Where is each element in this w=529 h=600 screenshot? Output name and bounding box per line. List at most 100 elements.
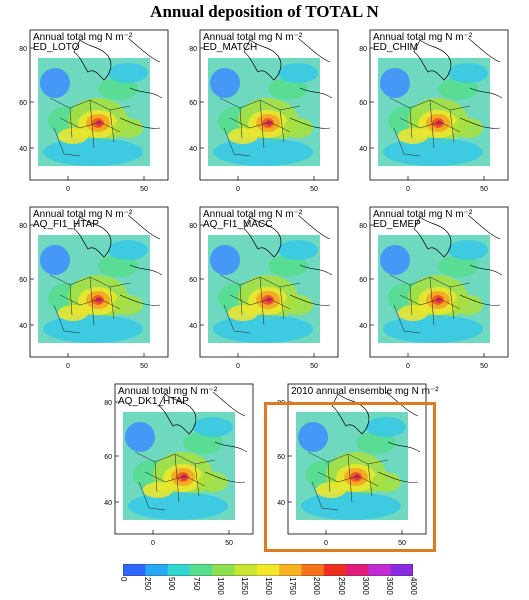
lat-tick-label: 40: [19, 323, 27, 330]
colorbar-tick-label: 4000: [409, 577, 418, 595]
map-figure: 80 60 40 0 50: [19, 29, 169, 193]
lon-tick-label: 50: [310, 186, 318, 193]
lat-tick-label: 40: [359, 146, 367, 153]
colorbar-segment: [234, 564, 258, 576]
colorbar-segment: [212, 564, 236, 576]
panel-caption: Annual total mg N m⁻²: [373, 32, 473, 43]
lat-tick-label: 60: [359, 100, 367, 107]
panel-model-name: ED_CHIM: [373, 42, 419, 53]
lat-tick-label: 40: [189, 146, 197, 153]
lat-tick-label: 60: [189, 100, 197, 107]
lat-tick-label: 60: [359, 277, 367, 284]
panel-caption: Annual total mg N m⁻²: [203, 209, 303, 220]
colorbar-tick-label: 1750: [288, 577, 298, 595]
map-figure: 80 60 40 0 50: [359, 206, 509, 370]
panel-model-name: ED_EMEP: [373, 219, 421, 230]
lon-tick-label: 50: [480, 363, 488, 370]
lat-tick-label: 40: [19, 146, 27, 153]
lon-tick-label: 0: [406, 186, 410, 193]
colorbar-segment: [123, 564, 146, 576]
lat-tick-label: 60: [189, 277, 197, 284]
lon-tick-label: 0: [151, 540, 155, 547]
lat-tick-label: 80: [189, 223, 197, 230]
panel-model-name: AQ_FI1_HTAP: [33, 219, 99, 230]
lon-tick-label: 50: [480, 186, 488, 193]
colorbar-tick-label: 1250: [239, 577, 249, 595]
map-panel-1: 80 60 40 0 50 Annual total mg N m⁻² ED_LOTO: [10, 28, 170, 208]
colorbar-segment: [189, 564, 213, 576]
colorbar-tick-label: 1500: [264, 577, 273, 595]
panel-model-name: AQ_FI1_MACC: [203, 219, 273, 230]
lon-tick-label: 50: [398, 540, 406, 547]
lon-tick-label: 50: [225, 540, 233, 547]
map-figure: 80 60 40 0 50: [19, 206, 169, 370]
map-panel-6: 80 60 40 0 50 Annual total mg N m⁻² ED_EMEP: [350, 205, 510, 385]
colorbar-segment: [256, 564, 280, 576]
lat-tick-label: 40: [277, 500, 285, 507]
lon-tick-label: 50: [140, 186, 148, 193]
colorbar-tick-label: 1000: [215, 577, 225, 595]
lon-tick-label: 0: [66, 186, 70, 193]
lat-tick-label: 40: [189, 323, 197, 330]
panel-model-name: AQ_DK1_HTAP: [118, 396, 189, 407]
colorbar-segment: [279, 564, 302, 576]
lon-tick-label: 50: [140, 363, 148, 370]
map-panel-5: 80 60 40 0 50 Annual total mg N m⁻² AQ_FI1_MAC…: [180, 205, 340, 385]
panel-model-name: ED_MATCH: [203, 42, 258, 53]
map-figure: 80 60 40 0 50: [189, 206, 339, 370]
lon-tick-label: 0: [66, 363, 70, 370]
lat-tick-label: 40: [359, 323, 367, 330]
lon-tick-label: 0: [324, 540, 328, 547]
map-figure: 80 60 40 0 50: [359, 29, 509, 193]
map-panel-7: 80 60 40 0 50 Annual total mg N m⁻² AQ_DK1_HTA…: [95, 382, 255, 562]
lat-tick-label: 60: [104, 454, 112, 461]
ensemble-highlight-frame: [264, 402, 436, 552]
map-panel-8: 80 60 40 0 50 2010 annual ensemble mg N m⁻²: [268, 382, 439, 562]
colorbar-tick-label: 500: [167, 577, 177, 591]
map-panel-2: 80 60 40 0 50 Annual total mg N m⁻² ED_MATCH: [180, 28, 340, 208]
colorbar-tick-label: 750: [191, 577, 201, 591]
map-figure: 80 60 40 0 50: [104, 383, 254, 547]
colorbar-segment: [301, 564, 325, 576]
lat-tick-label: 80: [189, 46, 197, 53]
panel-caption: Annual total mg N m⁻²: [118, 386, 218, 397]
colorbar-segment: [346, 564, 369, 576]
lon-tick-label: 0: [236, 186, 240, 193]
panel-model-name: ED_LOTO: [33, 42, 80, 53]
page-title: Annual deposition of TOTAL N: [150, 2, 379, 21]
lat-tick-label: 60: [19, 277, 27, 284]
lat-tick-label: 80: [359, 46, 367, 53]
panel-caption: 2010 annual ensemble mg N m⁻²: [291, 386, 439, 397]
colorbar-tick-label: 0: [119, 577, 128, 582]
lat-tick-label: 80: [359, 223, 367, 230]
colorbar-segment: [323, 564, 347, 576]
lat-tick-label: 60: [277, 454, 285, 461]
lat-tick-label: 60: [19, 100, 27, 107]
lat-tick-label: 80: [19, 46, 27, 53]
lon-tick-label: 0: [236, 363, 240, 370]
panel-caption: Annual total mg N m⁻²: [33, 32, 133, 43]
colorbar-tick-label: 250: [143, 577, 153, 591]
map-panel-3: 80 60 40 0 50 Annual total mg N m⁻² ED_CHIM: [350, 28, 510, 208]
colorbar-segment: [368, 564, 392, 576]
lon-tick-label: 0: [406, 363, 410, 370]
panel-caption: Annual total mg N m⁻²: [33, 209, 133, 220]
colorbar-strip: [122, 563, 414, 577]
map-panel-4: 80 60 40 0 50 Annual total mg N m⁻² AQ_FI1_HTA…: [10, 205, 170, 385]
lon-tick-label: 50: [310, 363, 318, 370]
lat-tick-label: 80: [19, 223, 27, 230]
colorbar: 0 250 500 750 1000 1250 1500 1750 2000 2500 3000 35…: [119, 563, 418, 595]
colorbar-tick-label: 2000: [312, 577, 322, 595]
map-figure: 80 60 40 0 50: [189, 29, 339, 193]
colorbar-segment: [145, 564, 169, 576]
colorbar-segment: [167, 564, 191, 576]
colorbar-segment: [390, 564, 414, 576]
panel-caption: Annual total mg N m⁻²: [373, 209, 473, 220]
colorbar-tick-label: 3000: [360, 577, 370, 595]
colorbar-tick-label: 2500: [336, 577, 346, 595]
lat-tick-label: 80: [104, 400, 112, 407]
panel-caption: Annual total mg N m⁻²: [203, 32, 303, 43]
colorbar-tick-label: 3500: [384, 577, 394, 595]
lat-tick-label: 40: [104, 500, 112, 507]
